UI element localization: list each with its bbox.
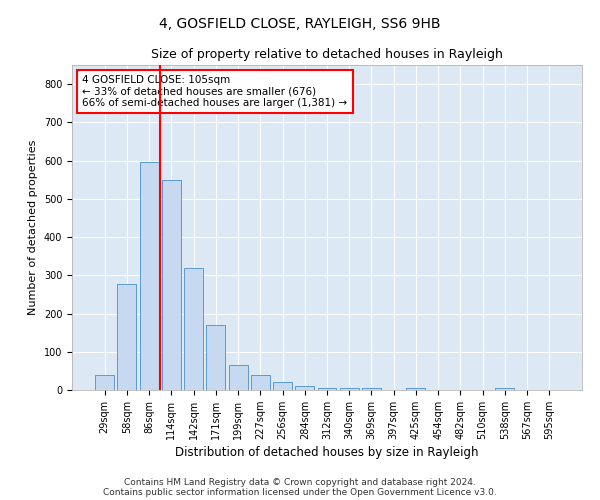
Bar (251, 376, 270, 390)
Bar (317, 388, 337, 390)
Title: Size of property relative to detached houses in Rayleigh: Size of property relative to detached ho… (151, 48, 503, 61)
Bar (95, 376, 114, 390)
Bar (140, 162, 158, 390)
Bar (340, 388, 359, 390)
Text: 4 GOSFIELD CLOSE: 105sqm
← 33% of detached houses are smaller (676)
66% of semi-: 4 GOSFIELD CLOSE: 105sqm ← 33% of detach… (82, 74, 347, 108)
Text: 4, GOSFIELD CLOSE, RAYLEIGH, SS6 9HB: 4, GOSFIELD CLOSE, RAYLEIGH, SS6 9HB (159, 18, 441, 32)
Bar (162, 180, 181, 390)
Y-axis label: Number of detached properties: Number of detached properties (28, 140, 38, 315)
Bar (184, 268, 203, 390)
Bar (496, 388, 514, 390)
Bar (229, 365, 248, 390)
Bar (362, 388, 381, 390)
Bar (406, 388, 425, 390)
X-axis label: Distribution of detached houses by size in Rayleigh: Distribution of detached houses by size … (175, 446, 479, 459)
Bar (206, 325, 225, 390)
Text: Contains HM Land Registry data © Crown copyright and database right 2024.
Contai: Contains HM Land Registry data © Crown c… (103, 478, 497, 497)
Bar (118, 284, 136, 390)
Bar (273, 382, 292, 390)
Bar (295, 386, 314, 390)
